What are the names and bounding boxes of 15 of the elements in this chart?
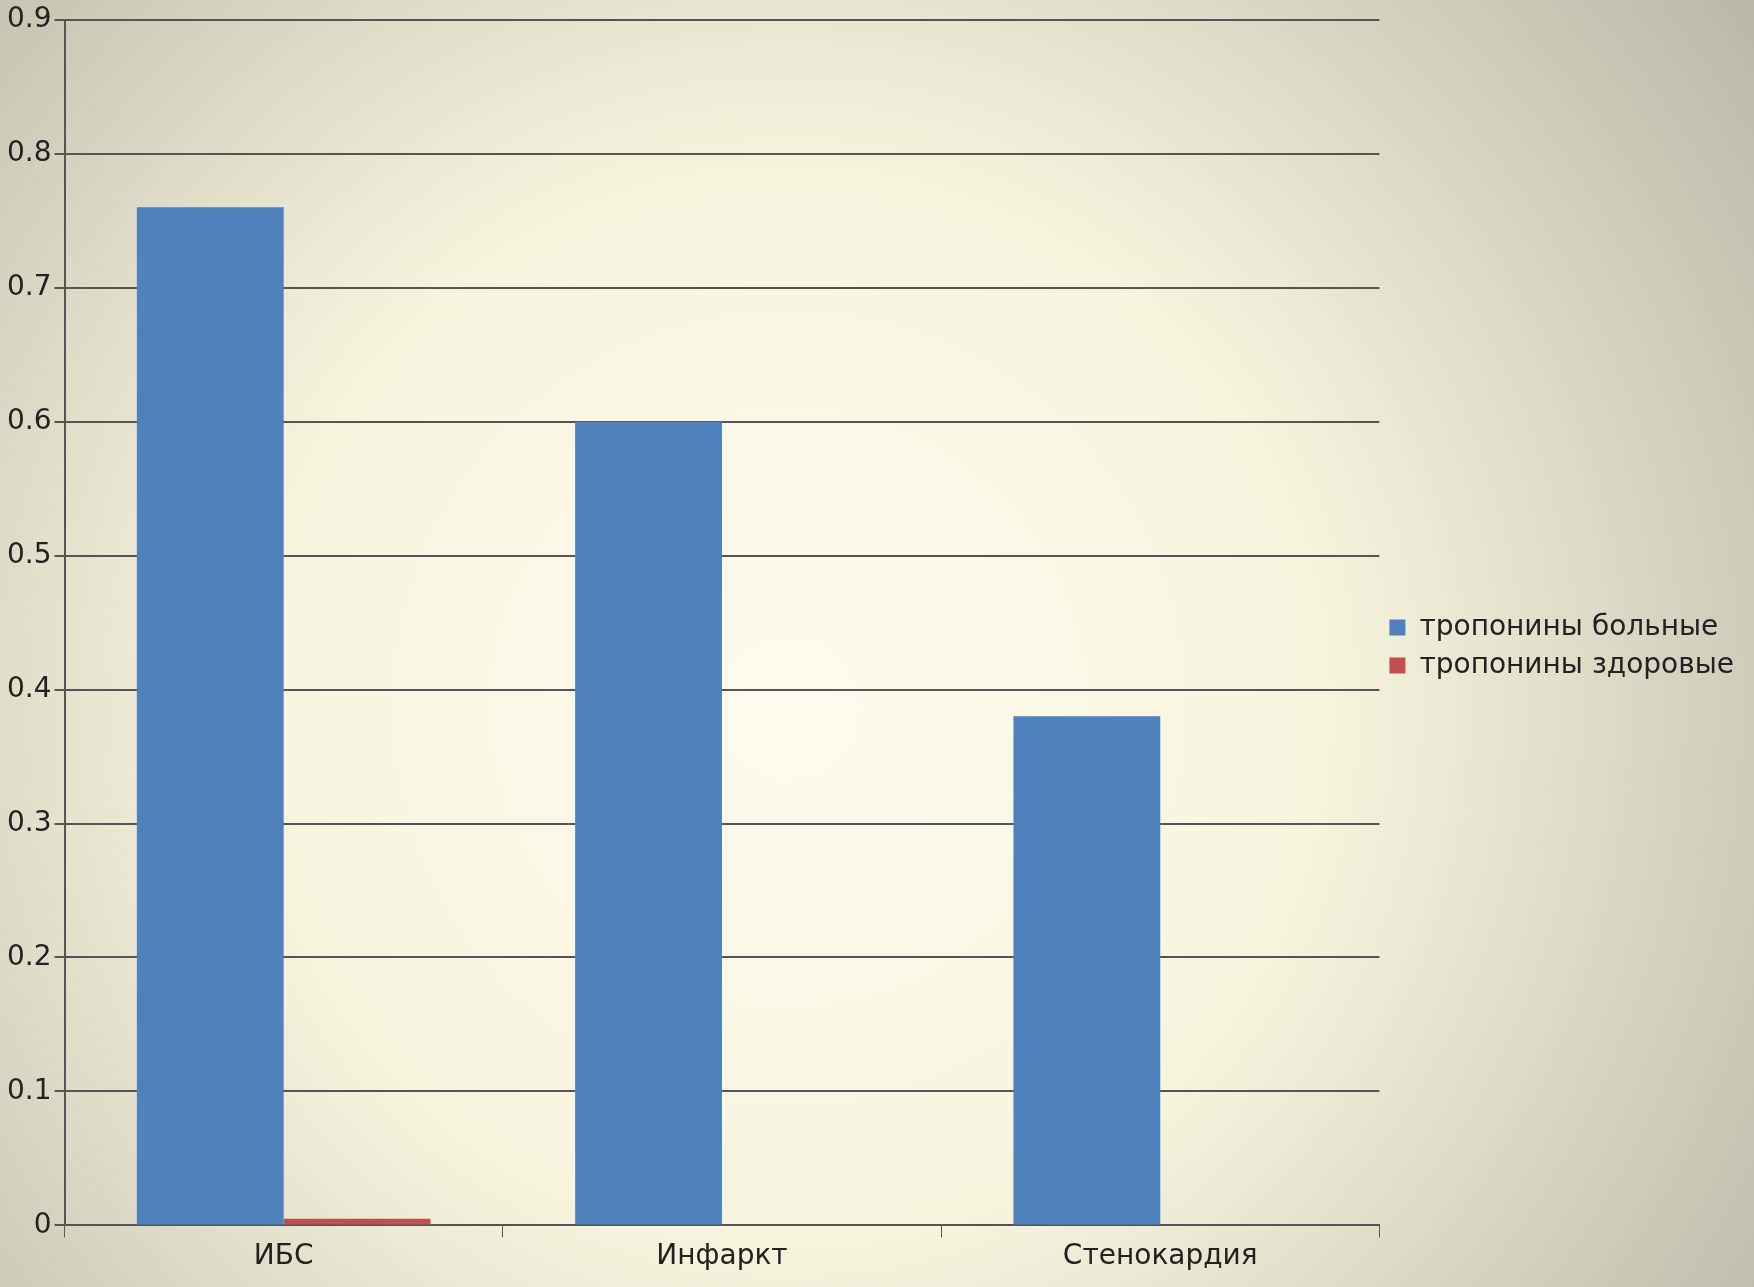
- y-tick-label: 0.3: [7, 804, 52, 838]
- y-tick-label: 0.9: [7, 1, 52, 35]
- y-tick-label: 0.7: [7, 268, 52, 302]
- x-tick-label: ИБС: [253, 1238, 314, 1272]
- y-tick-label: 0.1: [7, 1072, 52, 1106]
- x-tick-label: Инфаркт: [656, 1238, 788, 1272]
- y-tick-label: 0.2: [7, 938, 52, 972]
- y-tick-label: 0.4: [7, 670, 52, 704]
- legend-label: тропонины больные: [1419, 608, 1719, 642]
- y-tick-label: 0: [33, 1206, 52, 1240]
- x-tick-label: Стенокардия: [1062, 1238, 1258, 1272]
- legend-label: тропонины здоровые: [1419, 646, 1734, 680]
- y-tick-label: 0.6: [7, 402, 52, 436]
- y-tick-label: 0.8: [7, 135, 52, 169]
- y-tick-label: 0.5: [7, 536, 52, 570]
